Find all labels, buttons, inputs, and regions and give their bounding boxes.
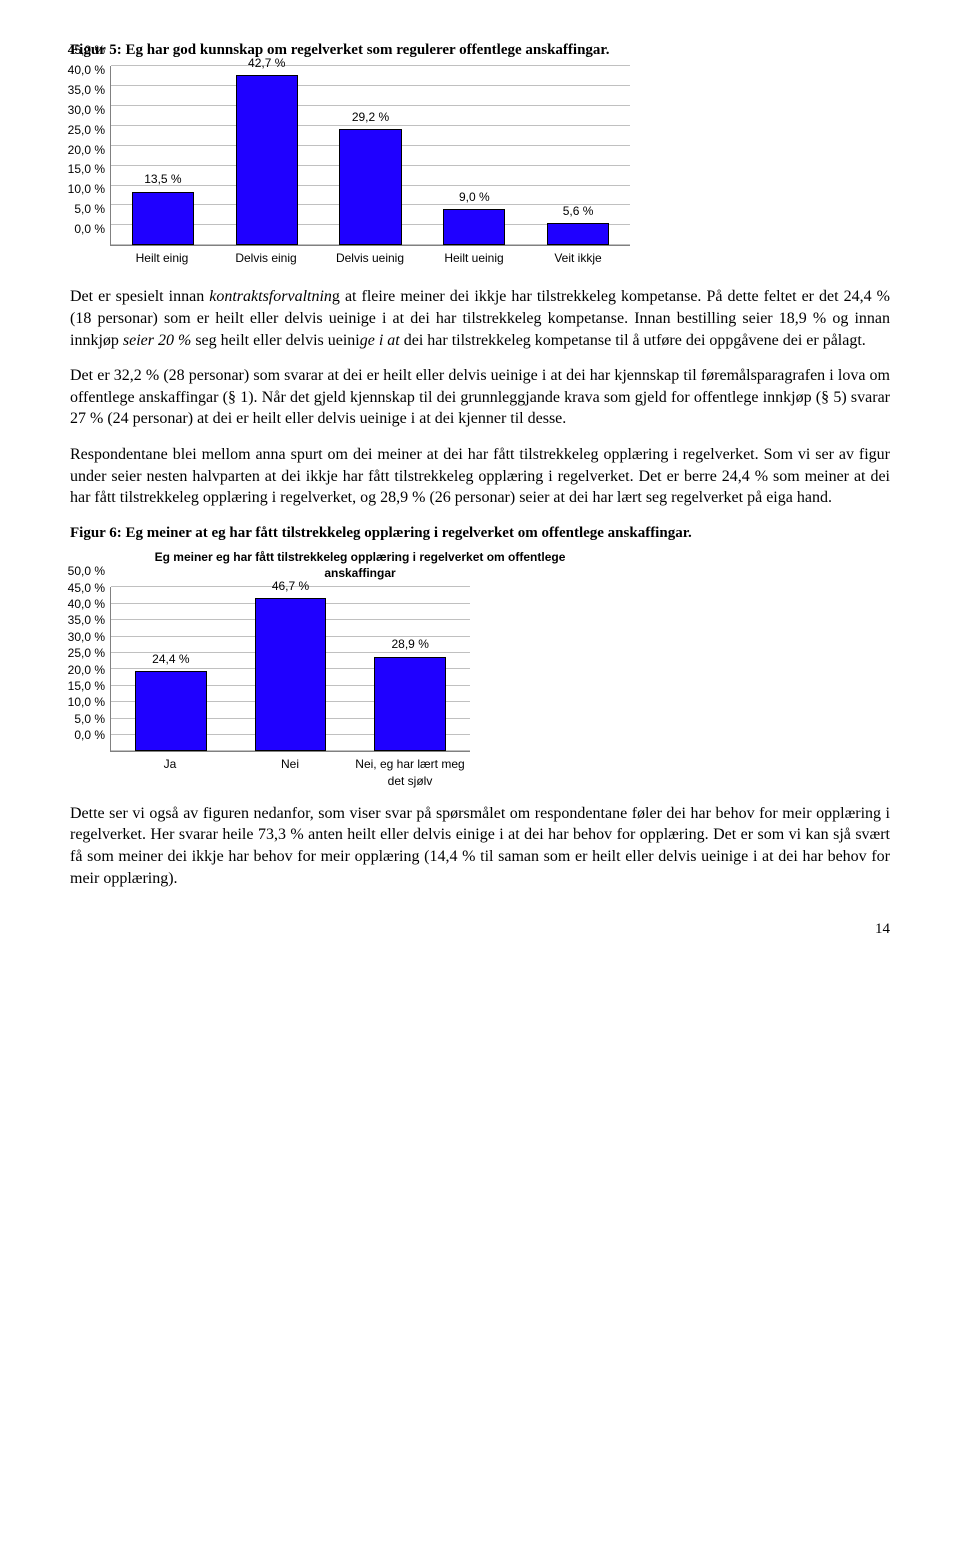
bar-column: 9,0 %: [422, 66, 526, 245]
y-axis-label: 20,0 %: [68, 662, 111, 678]
bar-column: 28,9 %: [350, 587, 470, 751]
bar-column: 13,5 %: [111, 66, 215, 245]
x-axis-label: Heilt ueinig: [422, 250, 526, 266]
bar-column: 24,4 %: [111, 587, 231, 751]
paragraph-4: Dette ser vi også av figuren nedanfor, s…: [70, 803, 890, 889]
bar-value-label: 24,4 %: [111, 651, 231, 667]
y-axis-label: 35,0 %: [68, 82, 111, 98]
paragraph-3: Respondentane blei mellom anna spurt om …: [70, 444, 890, 509]
y-axis-label: 25,0 %: [68, 645, 111, 661]
bar: [236, 75, 298, 245]
bar-column: 5,6 %: [526, 66, 630, 245]
figure6-subtitle: Eg meiner eg har fått tilstrekkeleg oppl…: [150, 549, 570, 581]
y-axis-label: 50,0 %: [68, 563, 111, 579]
y-axis-label: 40,0 %: [68, 596, 111, 612]
bar-column: 46,7 %: [231, 587, 351, 751]
bar-value-label: 42,7 %: [215, 55, 319, 71]
y-axis-label: 10,0 %: [68, 181, 111, 197]
y-axis-label: 45,0 %: [68, 580, 111, 596]
y-axis-label: 15,0 %: [68, 161, 111, 177]
bar: [135, 671, 207, 751]
bar: [443, 209, 505, 245]
x-axis-label: Ja: [110, 756, 230, 788]
bar: [547, 223, 609, 245]
bar-value-label: 29,2 %: [319, 109, 423, 125]
figure5-chart: 0,0 %5,0 %10,0 %15,0 %20,0 %25,0 %30,0 %…: [110, 66, 890, 266]
bar: [255, 598, 327, 751]
bar-value-label: 28,9 %: [350, 636, 470, 652]
y-axis-label: 10,0 %: [68, 694, 111, 710]
y-axis-label: 30,0 %: [68, 102, 111, 118]
y-axis-label: 40,0 %: [68, 62, 111, 78]
y-axis-label: 15,0 %: [68, 678, 111, 694]
y-axis-label: 5,0 %: [74, 201, 111, 217]
y-axis-label: 25,0 %: [68, 122, 111, 138]
bar-value-label: 9,0 %: [422, 189, 526, 205]
x-axis-label: Nei, eg har lært meg det sjølv: [350, 756, 470, 788]
bar: [374, 657, 446, 752]
bar-value-label: 5,6 %: [526, 203, 630, 219]
bar-column: 29,2 %: [319, 66, 423, 245]
figure6-title: Figur 6: Eg meiner at eg har fått tilstr…: [70, 523, 890, 543]
x-axis-label: Veit ikkje: [526, 250, 630, 266]
paragraph-1: Det er spesielt innan kontraktsforvaltni…: [70, 286, 890, 351]
bar: [132, 192, 194, 246]
y-axis-label: 0,0 %: [74, 221, 111, 237]
bar-value-label: 46,7 %: [231, 578, 351, 594]
y-axis-label: 30,0 %: [68, 629, 111, 645]
x-axis-label: Nei: [230, 756, 350, 788]
page-number: 14: [70, 919, 890, 939]
y-axis-label: 20,0 %: [68, 141, 111, 157]
paragraph-2: Det er 32,2 % (28 personar) som svarar a…: [70, 365, 890, 430]
figure6-chart: Eg meiner eg har fått tilstrekkeleg oppl…: [110, 549, 890, 789]
x-axis-label: Heilt einig: [110, 250, 214, 266]
bar-column: 42,7 %: [215, 66, 319, 245]
bar-value-label: 13,5 %: [111, 171, 215, 187]
y-axis-label: 5,0 %: [74, 711, 111, 727]
x-axis-label: Delvis einig: [214, 250, 318, 266]
y-axis-label: 45,0 %: [68, 42, 111, 58]
y-axis-label: 0,0 %: [74, 727, 111, 743]
figure5-title: Figur 5: Eg har god kunnskap om regelver…: [70, 40, 890, 60]
bar: [339, 129, 401, 245]
x-axis-label: Delvis ueinig: [318, 250, 422, 266]
y-axis-label: 35,0 %: [68, 612, 111, 628]
